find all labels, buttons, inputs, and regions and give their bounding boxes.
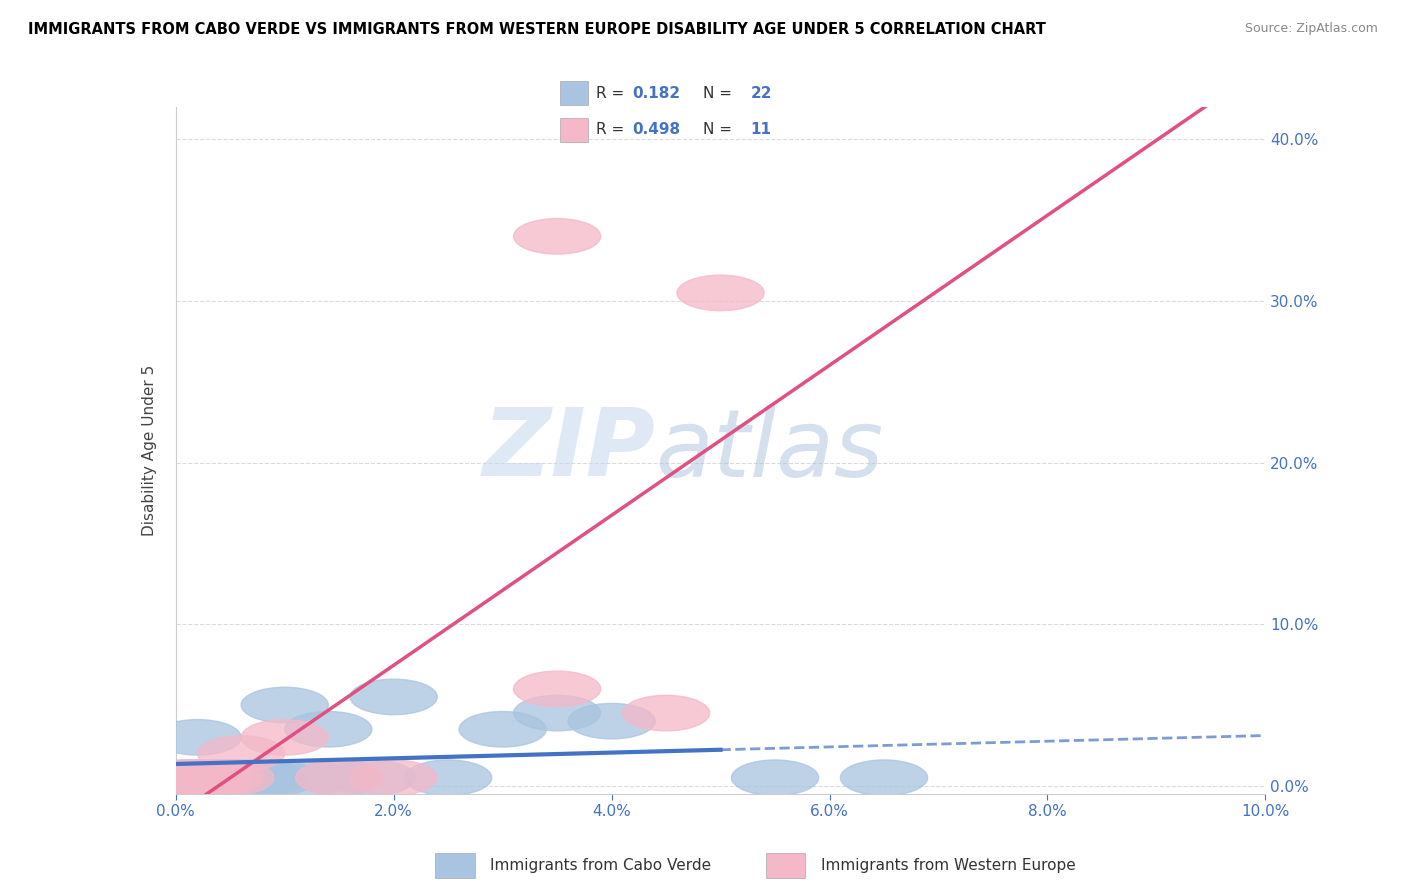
Ellipse shape — [242, 720, 329, 756]
Ellipse shape — [350, 760, 437, 796]
Ellipse shape — [242, 687, 329, 723]
Ellipse shape — [143, 760, 231, 796]
Bar — [560, 81, 588, 105]
Ellipse shape — [623, 695, 710, 731]
Ellipse shape — [187, 760, 274, 796]
Bar — [766, 853, 806, 878]
Ellipse shape — [350, 679, 437, 714]
Ellipse shape — [165, 760, 252, 796]
Ellipse shape — [285, 712, 373, 747]
Text: Immigrants from Western Europe: Immigrants from Western Europe — [821, 858, 1076, 872]
Bar — [560, 118, 588, 142]
Ellipse shape — [295, 760, 382, 796]
Ellipse shape — [513, 671, 600, 706]
Y-axis label: Disability Age Under 5: Disability Age Under 5 — [142, 365, 157, 536]
Ellipse shape — [458, 712, 546, 747]
Bar — [436, 853, 475, 878]
Ellipse shape — [405, 760, 492, 796]
Text: R =: R = — [596, 122, 630, 137]
Ellipse shape — [678, 275, 765, 310]
Ellipse shape — [143, 760, 231, 796]
Ellipse shape — [197, 760, 285, 796]
Ellipse shape — [155, 720, 242, 756]
Ellipse shape — [731, 760, 818, 796]
Text: 0.182: 0.182 — [633, 86, 681, 101]
Ellipse shape — [231, 760, 318, 796]
Text: ZIP: ZIP — [482, 404, 655, 497]
Ellipse shape — [568, 704, 655, 739]
Ellipse shape — [208, 760, 295, 796]
Text: Immigrants from Cabo Verde: Immigrants from Cabo Verde — [491, 858, 711, 872]
Text: Source: ZipAtlas.com: Source: ZipAtlas.com — [1244, 22, 1378, 36]
Text: R =: R = — [596, 86, 630, 101]
Ellipse shape — [155, 760, 242, 796]
Ellipse shape — [155, 760, 242, 796]
Ellipse shape — [513, 695, 600, 731]
Ellipse shape — [197, 736, 285, 772]
Ellipse shape — [513, 219, 600, 254]
Ellipse shape — [328, 760, 416, 796]
Text: atlas: atlas — [655, 405, 883, 496]
Ellipse shape — [295, 760, 382, 796]
Text: IMMIGRANTS FROM CABO VERDE VS IMMIGRANTS FROM WESTERN EUROPE DISABILITY AGE UNDE: IMMIGRANTS FROM CABO VERDE VS IMMIGRANTS… — [28, 22, 1046, 37]
Ellipse shape — [165, 760, 252, 796]
Ellipse shape — [187, 760, 274, 796]
Text: N =: N = — [703, 86, 737, 101]
Text: 11: 11 — [751, 122, 772, 137]
Ellipse shape — [841, 760, 928, 796]
Ellipse shape — [176, 760, 263, 796]
Ellipse shape — [263, 760, 350, 796]
Text: 0.498: 0.498 — [633, 122, 681, 137]
Ellipse shape — [219, 760, 307, 796]
Text: 22: 22 — [751, 86, 772, 101]
Text: N =: N = — [703, 122, 737, 137]
Ellipse shape — [176, 760, 263, 796]
